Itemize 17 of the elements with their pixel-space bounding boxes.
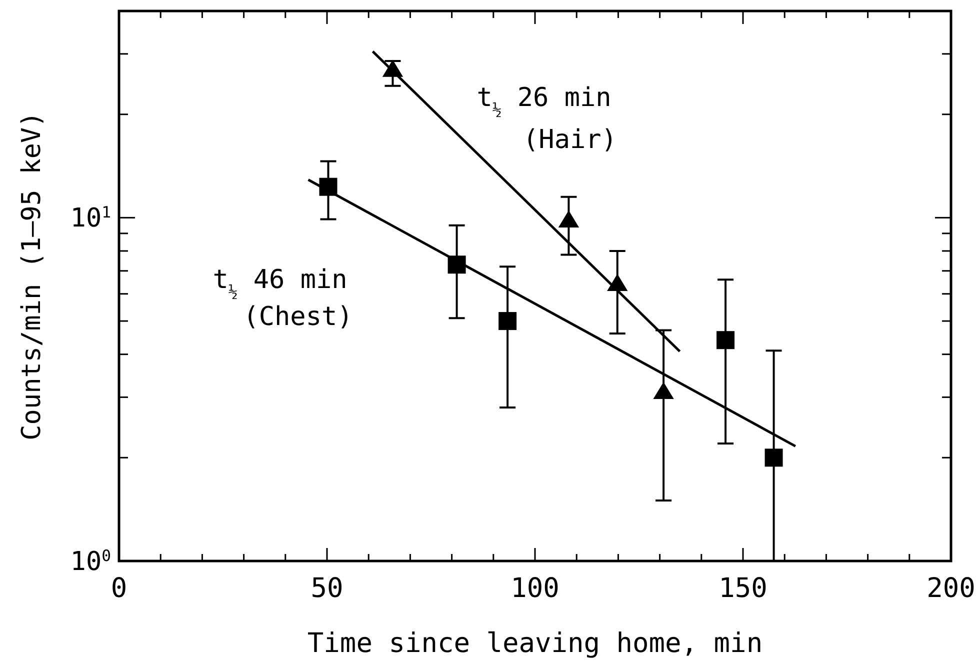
annotation: t$_{½}$ 26 min — [476, 83, 612, 119]
point — [498, 312, 517, 330]
point — [716, 331, 735, 350]
x-tick-label: 0 — [110, 573, 128, 604]
x-tick-label: 200 — [926, 573, 976, 604]
annotation: (Chest) — [243, 302, 353, 332]
annotation: t$_{½}$ 46 min — [212, 265, 348, 301]
y-tick-label: 10$^{0}$ — [70, 547, 111, 577]
annotation: (Hair) — [523, 125, 617, 155]
x-axis-title: Time since leaving home, min — [307, 628, 763, 659]
point — [764, 448, 783, 467]
x-tick-label: 150 — [718, 573, 768, 604]
y-axis-title: Counts/min (1–95 keV) — [17, 112, 47, 440]
x-tick-label: 100 — [510, 573, 560, 604]
y-tick-label: 10$^{1}$ — [70, 204, 111, 234]
point — [558, 210, 580, 228]
x-tick-label: 50 — [310, 573, 344, 604]
